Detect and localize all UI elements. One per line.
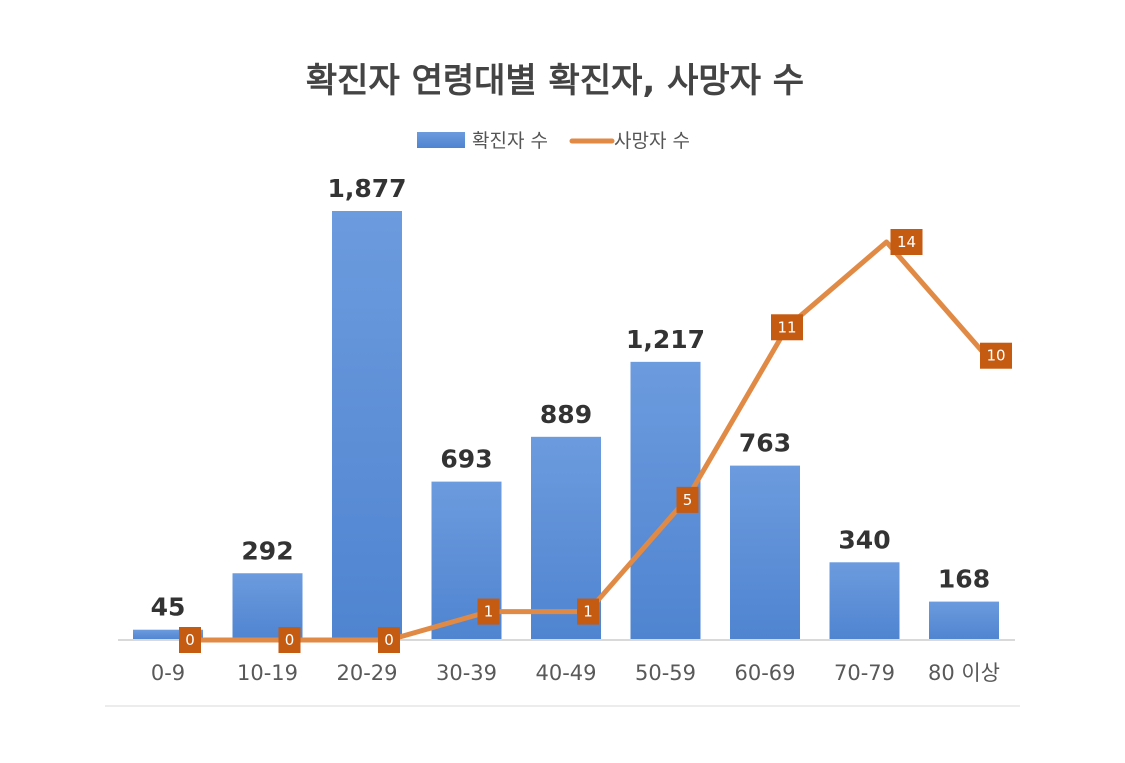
death-label-70-79: 14	[897, 233, 916, 251]
bar-label-50-59: 1,217	[626, 325, 705, 354]
legend: 확진자 수 사망자 수	[417, 130, 690, 152]
bar-0-9	[133, 629, 203, 640]
death-label-box-70-79	[890, 229, 923, 255]
death-label-box-0-9	[179, 627, 201, 653]
death-label-80 이상: 10	[986, 347, 1005, 365]
death-label-40-49: 1	[583, 603, 593, 621]
death-label-box-10-19	[278, 627, 301, 653]
bar-label-80 이상: 168	[938, 565, 990, 594]
x-tick-20-29: 20-29	[336, 661, 397, 685]
bar-label-70-79: 340	[838, 525, 890, 554]
bar-label-10-19: 292	[241, 536, 293, 565]
death-label-60-69: 11	[777, 318, 796, 336]
legend-label-deaths: 사망자 수	[614, 130, 690, 152]
bar-20-29	[332, 211, 402, 640]
bar-data-labels: 45 292 1,877 693 889 1,217 763 340 168	[151, 174, 990, 622]
death-label-30-39: 1	[484, 603, 494, 621]
x-tick-10-19: 10-19	[237, 661, 298, 685]
death-label-box-40-49	[577, 598, 599, 625]
death-label-10-19: 0	[285, 631, 295, 649]
death-label-box-30-39	[477, 598, 500, 625]
bar-label-40-49: 889	[540, 400, 592, 429]
death-label-box-20-29	[378, 627, 400, 653]
death-label-box-80 이상	[980, 342, 1012, 369]
legend-label-cases: 확진자 수	[472, 130, 548, 152]
bar-label-20-29: 1,877	[327, 174, 406, 203]
bar-label-0-9: 45	[151, 593, 186, 622]
x-tick-80 이상: 80 이상	[928, 661, 1000, 685]
bar-label-30-39: 693	[440, 445, 492, 474]
bar-60-69	[730, 465, 800, 640]
bar-70-79	[829, 562, 900, 640]
death-label-50-59: 5	[683, 491, 693, 509]
x-axis-tick-labels: 0-9 10-19 20-29 30-39 40-49 50-59 60-69 70-79 80…	[151, 661, 1000, 685]
death-label-20-29: 0	[384, 631, 394, 649]
x-tick-0-9: 0-9	[151, 661, 185, 685]
x-tick-30-39: 30-39	[436, 661, 497, 685]
bar-series	[133, 211, 999, 640]
x-tick-70-79: 70-79	[834, 661, 895, 685]
death-label-0-9: 0	[185, 631, 195, 649]
legend-swatch-cases	[417, 132, 465, 148]
x-tick-40-49: 40-49	[535, 661, 596, 685]
death-label-box-60-69	[771, 314, 803, 341]
bar-80 이상	[929, 601, 999, 640]
chart-title: 확진자 연령대별 확진자, 사망자 수	[306, 61, 804, 101]
bar-label-60-69: 763	[739, 429, 791, 458]
death-label-box-50-59	[676, 486, 699, 513]
x-tick-60-69: 60-69	[734, 661, 795, 685]
x-tick-50-59: 50-59	[635, 661, 696, 685]
